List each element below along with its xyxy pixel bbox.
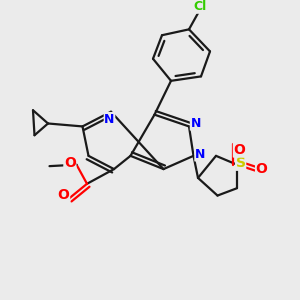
Text: Cl: Cl: [193, 0, 206, 13]
Text: N: N: [104, 112, 115, 126]
Text: S: S: [236, 156, 246, 170]
Text: O: O: [233, 143, 245, 157]
Text: O: O: [58, 188, 70, 202]
Text: N: N: [195, 148, 205, 161]
Text: O: O: [64, 156, 76, 170]
Text: O: O: [256, 162, 268, 176]
Text: N: N: [190, 117, 201, 130]
